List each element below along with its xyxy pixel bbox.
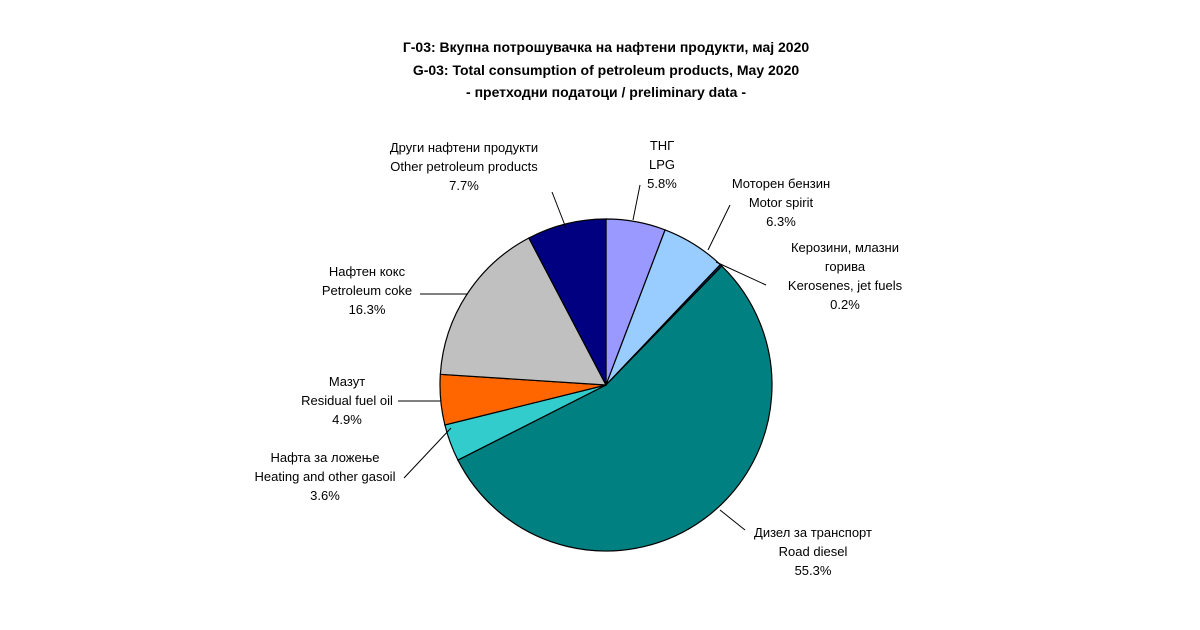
slice-label-petroleum-coke: Нафтен кокс Petroleum coke 16.3% bbox=[322, 264, 412, 317]
slice-label-other-products: Други нафтени продукти Other petroleum pr… bbox=[390, 140, 538, 193]
slice-name-label: Моторен бензин bbox=[732, 176, 830, 191]
slice-percent-label: 3.6% bbox=[310, 488, 340, 503]
chart-title-line: G-03: Total consumption of petroleum pro… bbox=[413, 62, 800, 78]
pie-slices bbox=[439, 218, 773, 552]
slice-name-label: Petroleum coke bbox=[322, 283, 412, 298]
slice-name-label: Heating and other gasoil bbox=[255, 469, 396, 484]
slice-percent-label: 5.8% bbox=[647, 176, 677, 191]
slice-percent-label: 4.9% bbox=[332, 412, 362, 427]
slice-name-label: Motor spirit bbox=[749, 195, 814, 210]
leader-line-kerosenes bbox=[715, 261, 767, 286]
pie-slice-other-products bbox=[528, 218, 607, 386]
slice-labels: ТНГ LPG 5.8% Моторен бензин Motor spirit 6.3%… bbox=[255, 138, 903, 578]
slice-name-label: Нафта за ложење bbox=[270, 450, 379, 465]
chart-title: Г-03: Вкупна потрошувачка на нафтени про… bbox=[403, 39, 810, 100]
slice-label-road-diesel: Дизел за транспорт Road diesel 55.3% bbox=[754, 525, 872, 578]
slice-label-lpg: ТНГ LPG 5.8% bbox=[647, 138, 677, 191]
slice-name-label: Дизел за транспорт bbox=[754, 525, 872, 540]
slice-percent-label: 6.3% bbox=[766, 214, 796, 229]
slice-name-label: Kerosenes, jet fuels bbox=[788, 278, 903, 293]
leader-line-lpg bbox=[632, 184, 641, 221]
pie-slice-road-diesel bbox=[457, 265, 773, 552]
slice-name-label: Керозини, млазни bbox=[791, 240, 899, 255]
slice-name-label: Мазут bbox=[329, 374, 365, 389]
slice-label-motor-spirit: Моторен бензин Motor spirit 6.3% bbox=[732, 176, 830, 229]
slice-percent-label: 7.7% bbox=[449, 178, 479, 193]
slice-name-label: Road diesel bbox=[779, 544, 848, 559]
leader-line-motor-spirit bbox=[707, 204, 731, 251]
slice-percent-label: 55.3% bbox=[795, 563, 832, 578]
pie-slice-petroleum-coke bbox=[439, 237, 608, 386]
slice-label-heating-gasoil: Нафта за ложење Heating and other gasoil 3… bbox=[255, 450, 396, 503]
slice-name-label: Residual fuel oil bbox=[301, 393, 393, 408]
slice-name-label: Други нафтени продукти bbox=[390, 140, 538, 155]
slice-name-label: Other petroleum products bbox=[390, 159, 538, 174]
leader-line-road-diesel bbox=[719, 509, 746, 531]
chart-title-line: Г-03: Вкупна потрошувачка на нафтени про… bbox=[403, 39, 810, 55]
slice-name-label: горива bbox=[825, 259, 866, 274]
leader-line-other-products bbox=[551, 191, 567, 229]
slice-name-label: ТНГ bbox=[650, 138, 674, 153]
slice-name-label: LPG bbox=[649, 157, 675, 172]
slice-label-residual-fuel-oil: Мазут Residual fuel oil 4.9% bbox=[301, 374, 393, 427]
leader-line-heating-gasoil bbox=[403, 427, 452, 479]
slice-name-label: Нафтен кокс bbox=[329, 264, 406, 279]
slice-percent-label: 0.2% bbox=[830, 297, 860, 312]
leader-lines bbox=[398, 184, 767, 531]
chart-title-line: - претходни податоци / preliminary data … bbox=[466, 84, 746, 100]
slice-label-kerosenes: Керозини, млазни горива Kerosenes, jet fue… bbox=[788, 240, 903, 312]
slice-percent-label: 16.3% bbox=[349, 302, 386, 317]
